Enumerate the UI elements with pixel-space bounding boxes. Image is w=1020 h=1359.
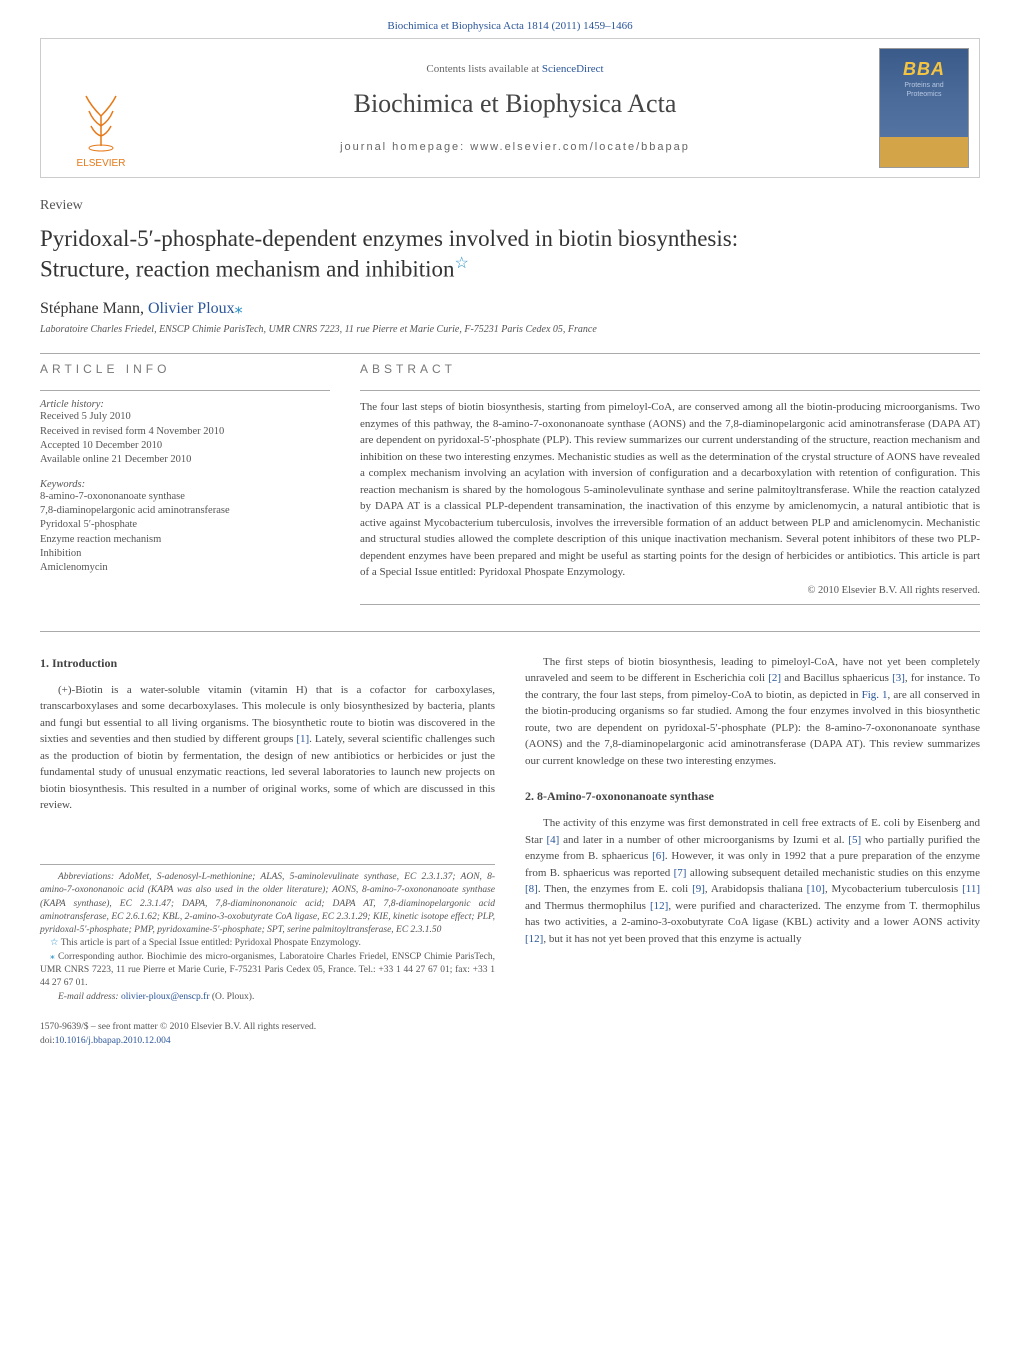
author-1: Stéphane Mann,: [40, 300, 148, 317]
title-footnote-star[interactable]: ☆: [455, 255, 469, 272]
title-line2: Structure, reaction mechanism and inhibi…: [40, 257, 455, 282]
keyword-3: Pyridoxal 5′-phosphate: [40, 518, 330, 532]
header-center: Contents lists available at ScienceDirec…: [161, 39, 869, 177]
abbreviations: Abbreviations: AdoMet, S-adenosyl-L-meth…: [40, 871, 495, 937]
article-info-heading: ARTICLE INFO: [40, 362, 330, 376]
sec2-p1: The activity of this enzyme was first de…: [525, 815, 980, 947]
elsevier-label: ELSEVIER: [77, 158, 126, 169]
authors: Stéphane Mann, Olivier Ploux⁎: [40, 298, 980, 318]
email-line: E-mail address: olivier-ploux@enscp.fr (…: [40, 991, 495, 1004]
elsevier-logo[interactable]: ELSEVIER: [41, 39, 161, 177]
abstract-copyright: © 2010 Elsevier B.V. All rights reserved…: [360, 585, 980, 596]
footnotes-block: Abbreviations: AdoMet, S-adenosyl-L-meth…: [40, 864, 495, 1004]
bba-subtitle2: Proteomics: [906, 91, 941, 98]
ref-12b[interactable]: [12]: [525, 933, 543, 945]
ref-1[interactable]: [1]: [296, 733, 309, 745]
keywords-label: Keywords:: [40, 479, 330, 490]
star-note-text: This article is part of a Special Issue …: [59, 938, 361, 948]
journal-cover[interactable]: BBA Proteins and Proteomics: [869, 39, 979, 177]
email-label: E-mail address:: [58, 992, 121, 1002]
article-type: Review: [40, 198, 980, 214]
ref-9[interactable]: [9]: [692, 883, 705, 895]
sec2-text-e: allowing subsequent detailed mechanistic…: [686, 867, 980, 879]
elsevier-tree-icon: [71, 86, 131, 156]
body-divider: [40, 631, 980, 632]
sec2-text-g: , Arabidopsis thaliana: [705, 883, 807, 895]
citation-header[interactable]: Biochimica et Biophysica Acta 1814 (2011…: [40, 20, 980, 38]
article-info-block: ARTICLE INFO Article history: Received 5…: [40, 362, 330, 613]
affiliation: Laboratoire Charles Friedel, ENSCP Chimi…: [40, 324, 980, 335]
history-received: Received 5 July 2010: [40, 410, 330, 424]
bba-cover-icon: BBA Proteins and Proteomics: [879, 48, 969, 168]
ref-4[interactable]: [4]: [546, 834, 559, 846]
doi-link[interactable]: 10.1016/j.bbapap.2010.12.004: [55, 1036, 171, 1046]
ref-8[interactable]: [8]: [525, 883, 538, 895]
journal-title: Biochimica et Biophysica Acta: [354, 89, 677, 119]
corr-note-text: Corresponding author. Biochimie des micr…: [40, 952, 495, 989]
ref-12[interactable]: [12]: [650, 900, 668, 912]
col2-p1: The first steps of biotin biosynthesis, …: [525, 654, 980, 770]
history-label: Article history:: [40, 399, 330, 410]
email-link[interactable]: olivier-ploux@enscp.fr: [121, 992, 210, 1002]
column-right: The first steps of biotin biosynthesis, …: [525, 654, 980, 1048]
issn-line: 1570-9639/$ – see front matter © 2010 El…: [40, 1020, 495, 1034]
history-online: Available online 21 December 2010: [40, 453, 330, 467]
article-title: Pyridoxal-5′-phosphate-dependent enzymes…: [40, 224, 980, 284]
keyword-2: 7,8-diaminopelargonic acid aminotransfer…: [40, 504, 330, 518]
history-accepted: Accepted 10 December 2010: [40, 439, 330, 453]
column-left: 1. Introduction (+)-Biotin is a water-so…: [40, 654, 495, 1048]
history-revised: Received in revised form 4 November 2010: [40, 425, 330, 439]
info-divider: [40, 390, 330, 391]
col2-text-b: and Bacillus sphaericus: [781, 672, 892, 684]
abstract-heading: ABSTRACT: [360, 362, 980, 376]
star-mark: ☆: [50, 938, 59, 948]
body-columns: 1. Introduction (+)-Biotin is a water-so…: [40, 654, 980, 1048]
sec2-heading: 2. 8-Amino-7-oxononanoate synthase: [525, 787, 980, 805]
sec2-text-k: , but it has not yet been proved that th…: [543, 933, 801, 945]
ref-3[interactable]: [3]: [892, 672, 905, 684]
star-footnote: ☆ This article is part of a Special Issu…: [40, 937, 495, 950]
sec2-text-b: and later in a number of other microorga…: [559, 834, 848, 846]
title-line1: Pyridoxal-5′-phosphate-dependent enzymes…: [40, 226, 738, 251]
ref-6[interactable]: [6]: [652, 850, 665, 862]
abstract-text: The four last steps of biotin biosynthes…: [360, 399, 980, 581]
corresponding-mark[interactable]: ⁎: [235, 300, 243, 317]
keyword-1: 8-amino-7-oxononanoate synthase: [40, 490, 330, 504]
abstract-divider: [360, 390, 980, 391]
bba-subtitle1: Proteins and: [904, 82, 943, 89]
fig-1-link[interactable]: Fig. 1: [862, 689, 888, 701]
sec2-text-i: and Thermus thermophilus: [525, 900, 650, 912]
sec2-text-h: , Mycobacterium tuberculosis: [825, 883, 962, 895]
author-2-link[interactable]: Olivier Ploux: [148, 300, 235, 317]
ref-11[interactable]: [11]: [962, 883, 980, 895]
journal-header-box: ELSEVIER Contents lists available at Sci…: [40, 38, 980, 178]
contents-prefix: Contents lists available at: [426, 63, 541, 75]
journal-homepage: journal homepage: www.elsevier.com/locat…: [340, 141, 690, 153]
intro-paragraph: (+)-Biotin is a water-soluble vitamin (v…: [40, 682, 495, 814]
keyword-6: Amiclenomycin: [40, 561, 330, 575]
keyword-5: Inhibition: [40, 547, 330, 561]
footer-meta: 1570-9639/$ – see front matter © 2010 El…: [40, 1020, 495, 1049]
contents-list-line: Contents lists available at ScienceDirec…: [426, 63, 603, 75]
section-divider: [40, 353, 980, 354]
abstract-bottom-divider: [360, 604, 980, 605]
intro-heading: 1. Introduction: [40, 654, 495, 672]
ref-5[interactable]: [5]: [848, 834, 861, 846]
bba-cover-stripe: [880, 137, 968, 167]
ref-7[interactable]: [7]: [674, 867, 687, 879]
email-suffix: (O. Ploux).: [209, 992, 254, 1002]
info-abstract-row: ARTICLE INFO Article history: Received 5…: [40, 362, 980, 613]
abbrev-text: Abbreviations: AdoMet, S-adenosyl-L-meth…: [40, 872, 495, 935]
doi-prefix: doi:: [40, 1036, 55, 1046]
ref-2[interactable]: [2]: [768, 672, 781, 684]
sciencedirect-link[interactable]: ScienceDirect: [542, 63, 604, 75]
ref-10[interactable]: [10]: [807, 883, 825, 895]
keyword-4: Enzyme reaction mechanism: [40, 533, 330, 547]
doi-line: doi:10.1016/j.bbapap.2010.12.004: [40, 1034, 495, 1048]
abstract-block: ABSTRACT The four last steps of biotin b…: [360, 362, 980, 613]
corresponding-footnote: ⁎ Corresponding author. Biochimie des mi…: [40, 951, 495, 991]
sec2-text-f: . Then, the enzymes from E. coli: [538, 883, 692, 895]
bba-logo-text: BBA: [903, 59, 945, 80]
